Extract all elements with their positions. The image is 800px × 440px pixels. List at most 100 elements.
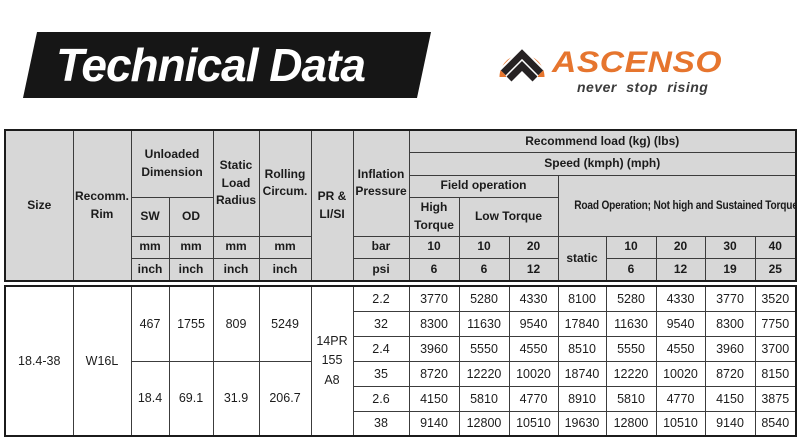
load-cell: 19630 (557, 410, 607, 437)
load-cell: 8300 (704, 310, 756, 337)
load-cell: 8100 (557, 285, 607, 312)
load-cell: 12220 (605, 360, 657, 387)
load-cell: 4330 (655, 285, 706, 312)
header-recomm-rim: Recomm. Rim (72, 129, 132, 282)
load-cell: 8300 (408, 310, 460, 337)
load-cell: 3520 (754, 285, 797, 312)
speed-kmph-cell: 20 (655, 235, 706, 259)
header-rolling-circum: Rolling Circum. (258, 129, 312, 237)
load-cell: 8720 (408, 360, 460, 387)
rim-cell: W16L (72, 285, 132, 437)
load-cell: 9540 (655, 310, 706, 337)
speed-mph-cell: 25 (754, 257, 797, 282)
pressure-cell: 2.2 (352, 285, 410, 312)
load-cell: 12800 (605, 410, 657, 437)
spec-table-header: Size Recomm. Rim Unloaded Dimension Stat… (4, 129, 798, 282)
load-cell: 4550 (655, 335, 706, 362)
load-cell: 9540 (508, 310, 559, 337)
rc-inch-cell: 206.7 (258, 360, 312, 437)
load-cell: 8510 (557, 335, 607, 362)
load-cell: 18740 (557, 360, 607, 387)
unit-mm-slr: mm (212, 235, 260, 259)
load-cell: 3960 (408, 335, 460, 362)
spec-table-body: 18.4-38 W16L 467 1755 809 5249 14PR 155 … (4, 285, 797, 437)
load-cell: 4770 (655, 385, 706, 412)
load-cell: 3770 (408, 285, 460, 312)
load-cell: 10020 (508, 360, 559, 387)
pr-li-si-cell: 14PR 155 A8 (310, 285, 354, 437)
header-static: static (557, 235, 607, 282)
header-inflation-pressure: Inflation Pressure (352, 129, 410, 237)
page-title: Technical Data (56, 39, 365, 91)
load-cell: 8150 (754, 360, 797, 387)
pr-line: 14PR (316, 333, 348, 348)
pressure-cell: 32 (352, 310, 410, 337)
header-size: Size (4, 129, 74, 282)
header-sw: SW (130, 196, 170, 237)
load-cell: 10020 (655, 360, 706, 387)
unit-mm-od: mm (168, 235, 214, 259)
banner-inner: Technical Data (30, 32, 424, 98)
header-unloaded-dimension: Unloaded Dimension (130, 129, 214, 198)
slr-inch-cell: 31.9 (212, 360, 260, 437)
load-cell: 5280 (605, 285, 657, 312)
load-cell: 9140 (704, 410, 756, 437)
load-cell: 9140 (408, 410, 460, 437)
unit-psi: psi (352, 257, 410, 282)
unit-inch-slr: inch (212, 257, 260, 282)
rc-mm-cell: 5249 (258, 285, 312, 362)
data-row: 2.6 4150 5810 4770 8910 5810 4770 4150 3… (5, 385, 797, 412)
load-cell: 11630 (605, 310, 657, 337)
load-cell: 4150 (704, 385, 756, 412)
data-row: 2.4 3960 5550 4550 8510 5550 4550 3960 3… (5, 335, 797, 362)
pressure-cell: 2.6 (352, 385, 410, 412)
unit-mm-sw: mm (130, 235, 170, 259)
header-field-operation: Field operation (408, 174, 559, 198)
load-cell: 12800 (458, 410, 510, 437)
speed-mph-cell: 12 (655, 257, 706, 282)
load-cell: 5810 (458, 385, 510, 412)
speed-kmph-cell: 30 (704, 235, 756, 259)
brand-tagline: never stop rising (577, 79, 709, 95)
load-cell: 5550 (458, 335, 510, 362)
pressure-cell: 2.4 (352, 335, 410, 362)
speed-mph-cell: 12 (508, 257, 559, 282)
header-od: OD (168, 196, 214, 237)
speed-kmph-cell: 20 (508, 235, 559, 259)
unit-mm-rc: mm (258, 235, 312, 259)
data-row: 32 8300 11630 9540 17840 11630 9540 8300… (5, 310, 797, 337)
technical-data-banner: Technical Data (22, 32, 432, 98)
header-recommend-load: Recommend load (kg) (lbs) (408, 129, 797, 153)
size-cell: 18.4-38 (4, 285, 74, 437)
speed-kmph-cell: 40 (754, 235, 797, 259)
unit-inch-rc: inch (258, 257, 312, 282)
header-high-torque: High Torque (408, 196, 460, 237)
brand-name: ASCENSO (552, 46, 723, 79)
load-cell: 10510 (508, 410, 559, 437)
li-line: 155 (321, 353, 343, 368)
speed-kmph-cell: 10 (408, 235, 460, 259)
header-pr-li-si: PR & LI/SI (310, 129, 354, 282)
load-cell: 4150 (408, 385, 460, 412)
speed-kmph-cell: 10 (605, 235, 657, 259)
pressure-cell: 38 (352, 410, 410, 437)
sw-inch-cell: 18.4 (130, 360, 170, 437)
data-row: 18.4 69.1 31.9 206.7 35 8720 12220 10020… (5, 360, 797, 437)
unit-bar: bar (352, 235, 410, 259)
speed-mph-cell: 6 (605, 257, 657, 282)
load-cell: 3960 (704, 335, 756, 362)
load-cell: 12220 (458, 360, 510, 387)
load-cell: 7750 (754, 310, 797, 337)
load-cell: 8540 (754, 410, 797, 437)
header-static-load-radius: Static Load Radius (212, 129, 260, 237)
pressure-cell: 35 (352, 360, 410, 387)
data-row: 38 9140 12800 10510 19630 12800 10510 91… (5, 410, 797, 437)
speed-mph-cell: 6 (408, 257, 460, 282)
road-operation-label: Road Operation; Not high and Sustained T… (573, 199, 797, 212)
unit-inch-od: inch (168, 257, 214, 282)
speed-mph-cell: 19 (704, 257, 756, 282)
load-cell: 8910 (557, 385, 607, 412)
load-cell: 3700 (754, 335, 797, 362)
unit-inch-sw: inch (130, 257, 170, 282)
